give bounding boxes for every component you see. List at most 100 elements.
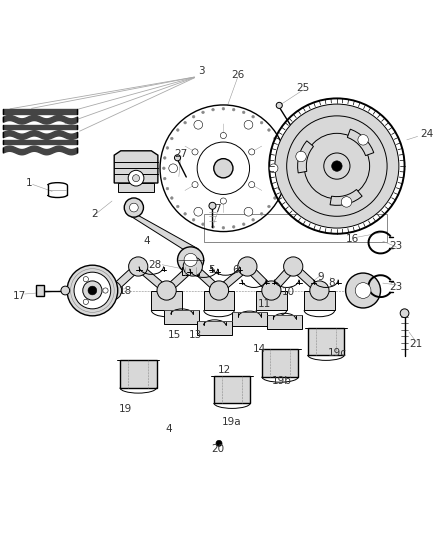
- Polygon shape: [266, 266, 299, 290]
- Text: 8: 8: [328, 278, 335, 288]
- Circle shape: [281, 177, 283, 180]
- Circle shape: [220, 198, 226, 204]
- Circle shape: [220, 133, 226, 139]
- Circle shape: [252, 219, 254, 221]
- Circle shape: [184, 213, 187, 215]
- Circle shape: [169, 164, 177, 173]
- Circle shape: [177, 128, 179, 131]
- Text: 19b: 19b: [272, 376, 291, 386]
- Polygon shape: [161, 266, 198, 290]
- Text: 27: 27: [174, 149, 187, 159]
- Text: 9: 9: [318, 271, 324, 281]
- Text: 17: 17: [12, 291, 26, 301]
- Circle shape: [129, 257, 148, 276]
- Polygon shape: [298, 141, 314, 173]
- Circle shape: [358, 135, 368, 145]
- Circle shape: [83, 281, 102, 300]
- Polygon shape: [262, 350, 298, 377]
- Text: 3: 3: [198, 66, 205, 76]
- Circle shape: [102, 281, 122, 300]
- Circle shape: [194, 120, 203, 129]
- Text: 12: 12: [218, 366, 231, 375]
- Circle shape: [222, 227, 225, 229]
- Circle shape: [324, 153, 350, 179]
- Circle shape: [242, 111, 245, 114]
- Circle shape: [296, 151, 306, 161]
- Text: 18: 18: [119, 286, 132, 296]
- Text: 5: 5: [208, 264, 215, 274]
- Circle shape: [274, 197, 276, 199]
- Text: 26: 26: [231, 70, 244, 80]
- Circle shape: [202, 223, 204, 225]
- Circle shape: [163, 177, 166, 180]
- Circle shape: [222, 108, 225, 110]
- Circle shape: [252, 116, 254, 118]
- Text: 28: 28: [148, 260, 162, 270]
- Circle shape: [166, 147, 169, 149]
- Polygon shape: [164, 310, 199, 324]
- Circle shape: [192, 219, 195, 221]
- Circle shape: [353, 281, 373, 300]
- Circle shape: [177, 205, 179, 208]
- Text: 15: 15: [168, 330, 181, 341]
- Circle shape: [67, 265, 118, 316]
- Text: 13: 13: [189, 330, 202, 341]
- Circle shape: [233, 108, 235, 111]
- Polygon shape: [114, 151, 158, 183]
- Circle shape: [214, 159, 233, 178]
- Circle shape: [212, 108, 214, 111]
- Circle shape: [260, 213, 263, 215]
- Bar: [204, 214, 387, 243]
- Circle shape: [194, 207, 203, 216]
- Circle shape: [249, 149, 255, 155]
- Text: 19c: 19c: [328, 348, 347, 358]
- Circle shape: [242, 223, 245, 225]
- Circle shape: [260, 122, 263, 124]
- Circle shape: [88, 286, 97, 295]
- Polygon shape: [35, 285, 44, 296]
- Circle shape: [74, 272, 111, 309]
- Circle shape: [157, 281, 176, 300]
- Circle shape: [278, 147, 281, 149]
- Circle shape: [238, 257, 257, 276]
- Circle shape: [278, 187, 281, 190]
- Circle shape: [170, 137, 173, 140]
- Circle shape: [262, 281, 281, 300]
- Circle shape: [281, 157, 283, 159]
- Circle shape: [209, 203, 216, 209]
- Circle shape: [284, 257, 303, 276]
- Circle shape: [174, 155, 180, 161]
- Polygon shape: [120, 360, 156, 387]
- Text: 6: 6: [232, 264, 238, 274]
- Circle shape: [244, 207, 253, 216]
- Circle shape: [163, 157, 166, 159]
- Text: 20: 20: [211, 444, 224, 454]
- Circle shape: [233, 225, 235, 228]
- Circle shape: [192, 182, 198, 188]
- Text: 19a: 19a: [223, 417, 242, 427]
- Circle shape: [83, 277, 88, 282]
- Circle shape: [184, 253, 197, 266]
- Text: 4: 4: [144, 236, 150, 246]
- Circle shape: [274, 137, 276, 140]
- Polygon shape: [256, 290, 287, 310]
- Circle shape: [212, 225, 214, 228]
- Text: 23: 23: [390, 282, 403, 292]
- Polygon shape: [118, 183, 154, 192]
- Circle shape: [83, 299, 88, 304]
- Polygon shape: [213, 266, 253, 290]
- Text: 16: 16: [346, 234, 359, 244]
- Polygon shape: [242, 266, 277, 290]
- Circle shape: [133, 175, 140, 182]
- Text: 21: 21: [410, 339, 423, 349]
- Circle shape: [275, 104, 399, 228]
- Circle shape: [341, 197, 352, 207]
- Circle shape: [162, 167, 165, 169]
- Circle shape: [103, 288, 108, 293]
- Polygon shape: [214, 376, 251, 403]
- Circle shape: [244, 120, 253, 129]
- Circle shape: [346, 273, 381, 308]
- Circle shape: [61, 286, 70, 295]
- Circle shape: [216, 440, 222, 446]
- Polygon shape: [232, 312, 267, 327]
